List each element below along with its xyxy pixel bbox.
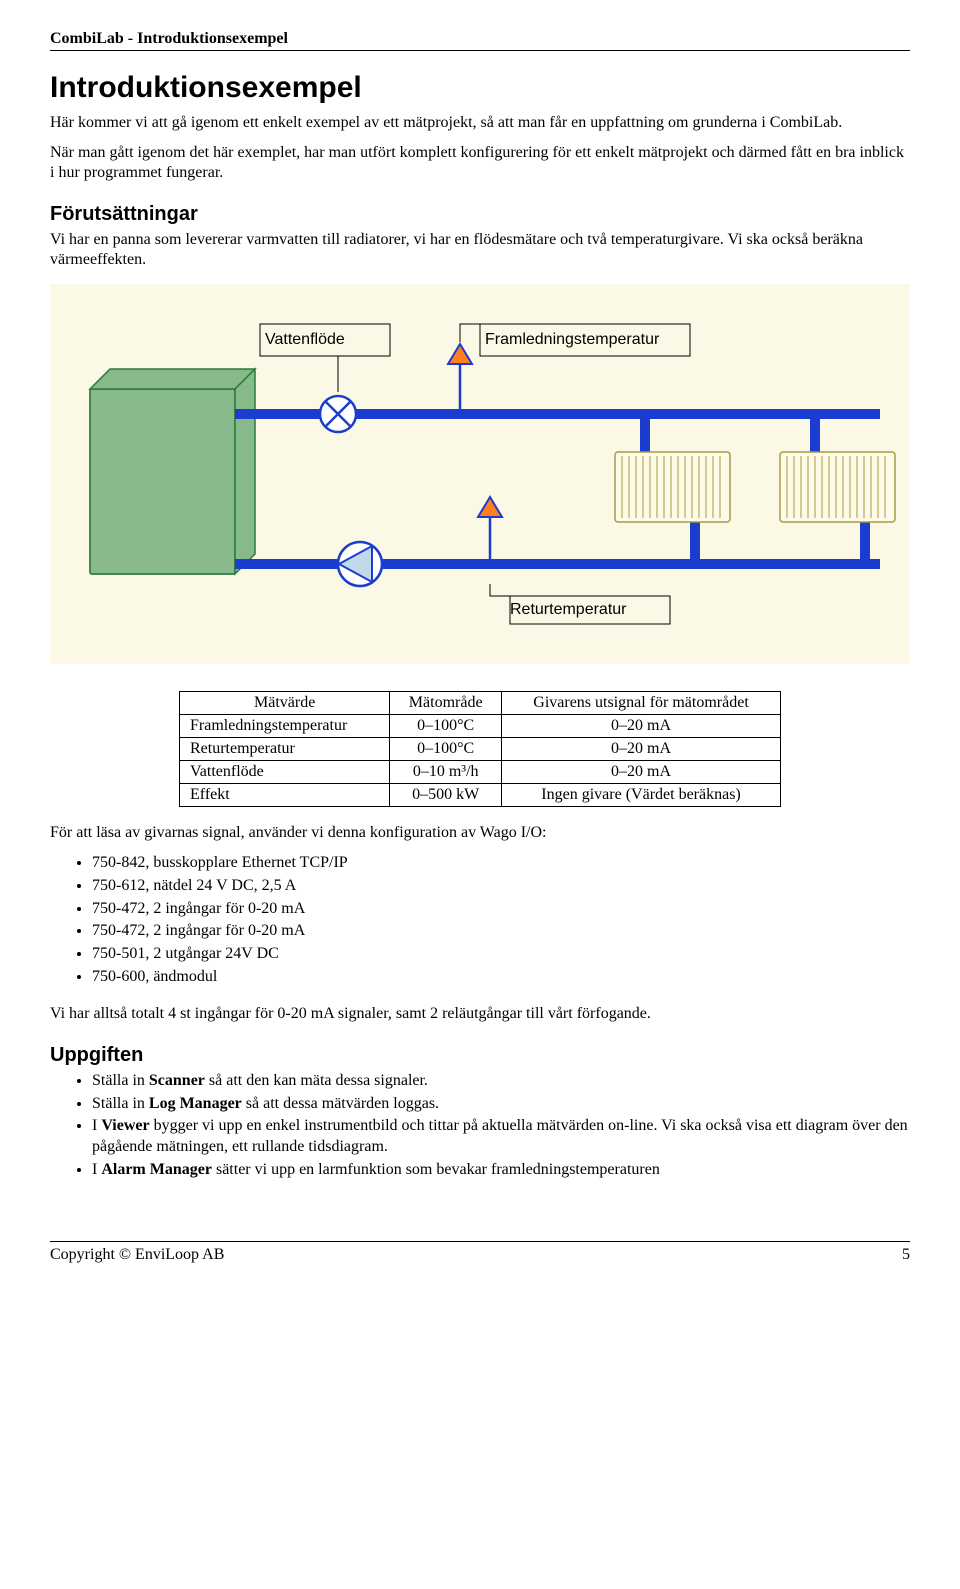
footer-page-number: 5 [902, 1246, 910, 1264]
footer-rule [50, 1241, 910, 1242]
prerequisites-paragraph: Vi har en panna som levererar varmvatten… [50, 230, 910, 270]
page-header-title: CombiLab - Introduktionsexempel [50, 30, 910, 48]
table-header: Mätområde [390, 692, 502, 715]
list-item: Ställa in Log Manager så att dessa mätvä… [92, 1094, 910, 1115]
table-row: Vattenflöde 0–10 m³/h 0–20 mA [180, 761, 781, 784]
list-item: 750-600, ändmodul [92, 967, 910, 988]
io-summary-text: Vi har alltså totalt 4 st ingångar för 0… [50, 1004, 910, 1024]
list-item: 750-612, nätdel 24 V DC, 2,5 A [92, 876, 910, 897]
section-heading-task: Uppgiften [50, 1044, 910, 1067]
table-row: Returtemperatur 0–100°C 0–20 mA [180, 738, 781, 761]
list-item: 750-842, busskopplare Ethernet TCP/IP [92, 853, 910, 874]
table-header: Mätvärde [180, 692, 390, 715]
list-item: Ställa in Scanner så att den kan mäta de… [92, 1071, 910, 1092]
footer-copyright: Copyright © EnviLoop AB [50, 1246, 224, 1264]
table-header: Givarens utsignal för mätområdet [502, 692, 781, 715]
diagram-label-supply-temp: Framledningstemperatur [485, 331, 660, 348]
header-rule [50, 50, 910, 51]
list-item: 750-472, 2 ingångar för 0-20 mA [92, 899, 910, 920]
intro-paragraph-1: Här kommer vi att gå igenom ett enkelt e… [50, 113, 910, 133]
list-item: 750-501, 2 utgångar 24V DC [92, 944, 910, 965]
config-list: 750-842, busskopplare Ethernet TCP/IP 75… [50, 853, 910, 988]
diagram-label-return-temp: Returtemperatur [510, 601, 627, 618]
section-heading-prerequisites: Förutsättningar [50, 203, 910, 226]
page-title: Introduktionsexempel [50, 71, 910, 105]
table-row: Framledningstemperatur 0–100°C 0–20 mA [180, 715, 781, 738]
list-item: 750-472, 2 ingångar för 0-20 mA [92, 921, 910, 942]
task-list: Ställa in Scanner så att den kan mäta de… [50, 1071, 910, 1181]
list-item: I Alarm Manager sätter vi upp en larmfun… [92, 1160, 910, 1181]
heating-system-diagram: Vattenflöde Framledningstemperatur Retur… [50, 284, 910, 669]
page-footer: Copyright © EnviLoop AB 5 [50, 1241, 910, 1264]
config-intro-text: För att läsa av givarnas signal, använde… [50, 823, 910, 843]
diagram-label-flow: Vattenflöde [265, 331, 345, 348]
list-item: I Viewer bygger vi upp en enkel instrume… [92, 1116, 910, 1158]
table-row: Effekt 0–500 kW Ingen givare (Värdet ber… [180, 784, 781, 807]
measurement-table: Mätvärde Mätområde Givarens utsignal för… [179, 691, 781, 807]
intro-paragraph-2: När man gått igenom det här exemplet, ha… [50, 143, 910, 183]
